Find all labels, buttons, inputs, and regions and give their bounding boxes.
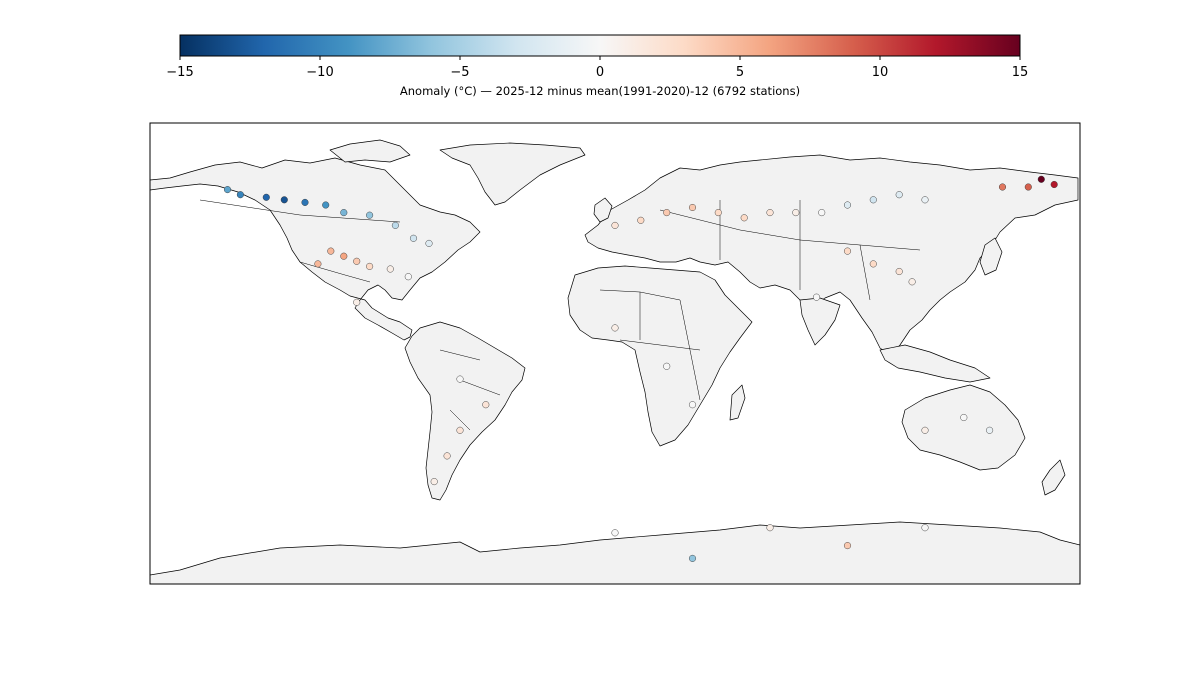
colorbar: −15 −10 −5 0 5 10 15 Anomaly (°C) — 2025-12 mi… — [166, 34, 1028, 98]
map-frame — [149, 122, 1081, 585]
japan-islands — [979, 237, 1003, 276]
madagascar — [729, 384, 746, 421]
station-marker — [986, 426, 994, 434]
station-marker — [766, 209, 774, 217]
colorbar-tick-label: 0 — [596, 65, 604, 80]
colorbar-tick-label: −5 — [450, 65, 469, 80]
station-marker — [740, 214, 748, 222]
station-marker — [366, 211, 374, 219]
colorbar-tick-label: 15 — [1012, 65, 1029, 80]
borders-south-america — [439, 349, 501, 431]
station-marker — [895, 191, 903, 199]
station-marker — [1037, 175, 1045, 183]
greenland-landmass — [439, 142, 586, 206]
station-marker — [960, 413, 968, 422]
station-marker — [921, 426, 929, 434]
station-marker — [314, 260, 322, 268]
station-marker — [386, 265, 394, 273]
colorbar-ticks: −15 −10 −5 0 5 10 15 — [166, 56, 1028, 80]
india-peninsula — [799, 297, 841, 346]
station-marker — [663, 209, 671, 217]
station-marker — [869, 196, 877, 204]
station-marker — [998, 183, 1007, 191]
station-marker — [611, 529, 619, 537]
southeast-asia-islands — [879, 344, 991, 383]
station-marker — [766, 524, 774, 532]
colorbar-tick-label: 10 — [872, 65, 889, 80]
station-marker — [353, 298, 361, 306]
station-marker — [280, 196, 288, 204]
antarctica-landmass — [150, 521, 1080, 584]
station-marker — [322, 201, 330, 209]
station-marker — [611, 221, 619, 229]
africa-landmass — [567, 265, 753, 447]
station-marker — [792, 209, 800, 217]
station-marker — [353, 257, 361, 265]
colorbar-tick-label: −10 — [306, 65, 333, 80]
station-marker — [611, 324, 619, 332]
station-marker — [327, 247, 335, 255]
station-marker — [921, 196, 929, 204]
station-marker — [869, 260, 877, 268]
australia-landmass — [901, 384, 1026, 471]
station-markers — [223, 175, 1058, 562]
station-marker — [688, 203, 697, 212]
station-marker — [714, 209, 722, 217]
station-marker — [456, 426, 464, 434]
station-marker — [1050, 180, 1058, 189]
station-marker — [340, 252, 348, 260]
station-marker — [366, 262, 374, 270]
station-marker — [262, 193, 270, 201]
station-marker — [843, 542, 852, 550]
eurasia-landmass — [584, 154, 1079, 356]
colorbar-tick-label: −15 — [166, 65, 193, 80]
station-marker — [443, 452, 451, 460]
borders-eurasia — [659, 200, 921, 301]
station-marker — [637, 216, 645, 224]
station-marker — [812, 293, 821, 301]
map-panel — [149, 122, 1081, 585]
station-marker — [688, 401, 697, 409]
station-marker — [1024, 183, 1032, 191]
station-marker — [663, 362, 671, 370]
station-marker — [688, 554, 697, 562]
colorbar-tick-label: 5 — [736, 65, 744, 80]
station-marker — [895, 267, 903, 276]
station-marker — [223, 186, 232, 194]
station-marker — [843, 201, 852, 209]
station-marker — [236, 191, 244, 199]
station-marker — [482, 401, 490, 409]
station-marker — [456, 375, 464, 383]
north-america-landmass — [150, 157, 481, 341]
station-marker — [843, 247, 852, 255]
border-us-mexico — [299, 261, 371, 283]
border-us-canada — [199, 199, 401, 223]
station-marker — [404, 273, 412, 281]
station-marker — [430, 478, 438, 486]
station-marker — [921, 524, 929, 532]
station-marker — [818, 209, 826, 217]
borders-africa — [599, 289, 701, 401]
station-marker — [908, 278, 916, 286]
station-marker — [409, 234, 418, 242]
station-marker — [425, 239, 433, 247]
country-borders — [199, 199, 921, 431]
new-zealand — [1041, 459, 1066, 496]
station-marker — [301, 198, 309, 206]
colorbar-gradient — [179, 34, 1021, 57]
station-marker — [340, 209, 348, 217]
station-marker — [391, 221, 399, 229]
south-america-landmass — [404, 321, 526, 501]
arctic-islands — [329, 139, 411, 163]
colorbar-label: Anomaly (°C) — 2025-12 minus mean(1991-2… — [400, 84, 800, 98]
british-isles — [593, 197, 613, 223]
land-layer — [150, 139, 1080, 584]
